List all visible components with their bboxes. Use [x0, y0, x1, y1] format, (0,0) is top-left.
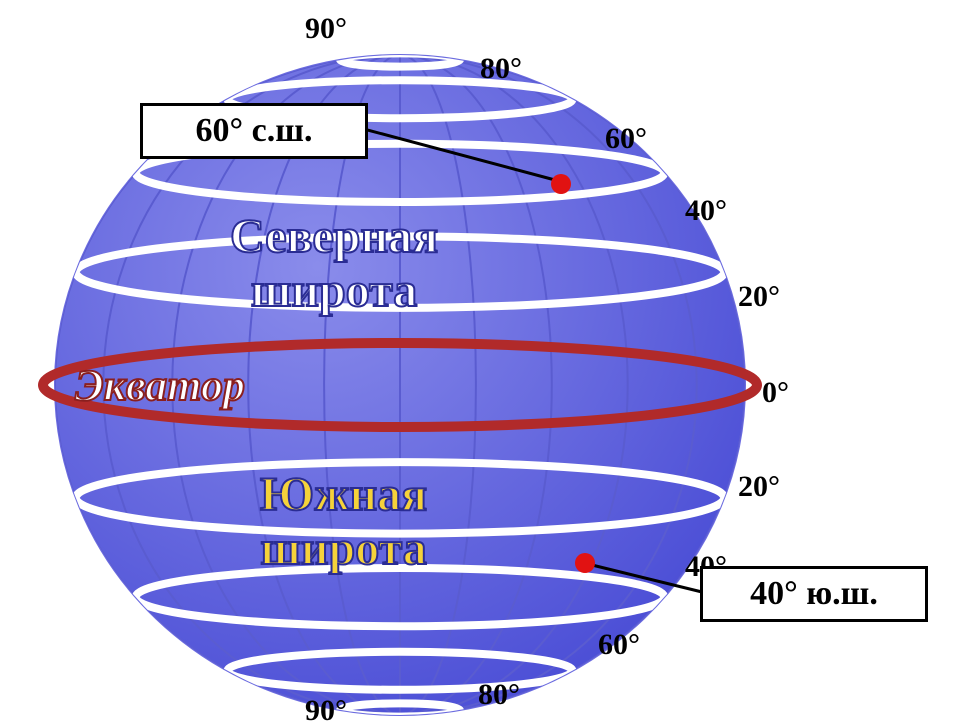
label-north-latitude: Северная широта — [230, 210, 438, 318]
degree-label: 80° — [478, 678, 520, 712]
degree-label: 60° — [605, 122, 647, 156]
degree-label: 20° — [738, 280, 780, 314]
degree-label: 0° — [762, 376, 789, 410]
callout-south-box: 40° ю.ш. — [700, 566, 928, 622]
diagram-stage: { "canvas": { "width": 956, "height": 72… — [0, 0, 956, 724]
degree-label: 20° — [738, 470, 780, 504]
marker-south — [575, 553, 595, 573]
marker-north — [551, 174, 571, 194]
callout-north-text: 60° с.ш. — [196, 112, 313, 149]
label-south-line2: широта — [260, 522, 427, 576]
label-south-line1: Южная — [260, 468, 427, 522]
callout-south-text: 40° ю.ш. — [750, 575, 878, 612]
degree-label: 90° — [305, 694, 347, 728]
label-north-line2: широта — [230, 264, 438, 318]
callout-north-box: 60° с.ш. — [140, 103, 368, 159]
label-equator: Экватор — [75, 360, 245, 411]
degree-label: 80° — [480, 52, 522, 86]
degree-label: 40° — [685, 194, 727, 228]
degree-label: 60° — [598, 628, 640, 662]
label-north-line1: Северная — [230, 210, 438, 264]
label-equator-text: Экватор — [75, 361, 245, 410]
label-south-latitude: Южная широта — [260, 468, 427, 576]
degree-label: 90° — [305, 12, 347, 46]
